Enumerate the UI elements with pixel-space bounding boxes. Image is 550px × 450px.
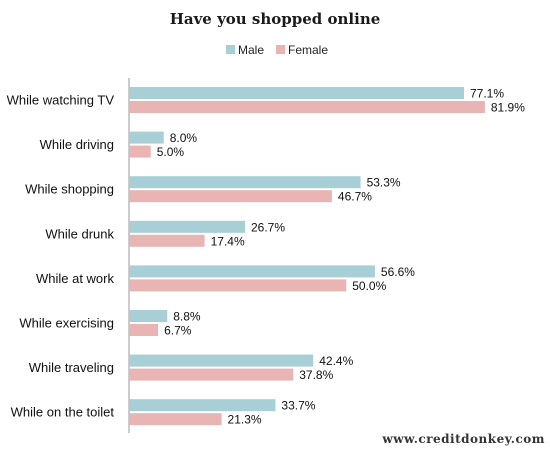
category-label: While driving — [40, 137, 114, 152]
category-label: While drunk — [45, 226, 114, 241]
bar-male — [129, 399, 276, 412]
value-label-female: 81.9% — [491, 101, 525, 115]
value-label-female: 46.7% — [338, 190, 372, 204]
bar-female — [129, 234, 205, 247]
value-label-female: 17.4% — [211, 234, 245, 248]
bar-male — [129, 220, 246, 233]
chart-title: Have you shopped online — [170, 10, 381, 28]
bar-female — [129, 145, 151, 158]
bar-female — [129, 101, 485, 113]
source-text: www.creditdonkey.com — [381, 432, 545, 446]
category-label: While watching TV — [7, 93, 115, 108]
bar-female — [129, 324, 159, 336]
legend: Male Female — [226, 43, 328, 57]
bar-male — [129, 131, 164, 144]
category-label: While exercising — [19, 316, 114, 331]
bar-male — [129, 265, 375, 278]
bar-male — [129, 176, 361, 189]
value-label-male: 42.4% — [319, 354, 353, 368]
legend-label-female: Female — [288, 43, 328, 57]
category-label: While traveling — [29, 360, 114, 375]
value-label-male: 8.8% — [173, 310, 201, 324]
value-label-female: 50.0% — [352, 279, 386, 293]
bar-female — [129, 190, 332, 203]
category-labels-group: While watching TV While driving While shop… — [7, 93, 115, 420]
bar-female — [129, 413, 222, 426]
bar-male — [129, 354, 314, 367]
bars-group — [129, 87, 485, 426]
bar-female — [129, 279, 347, 292]
legend-swatch-female — [276, 45, 285, 54]
value-label-male: 56.6% — [381, 265, 415, 279]
bar-male — [129, 310, 168, 322]
value-label-male: 33.7% — [281, 399, 315, 413]
category-label: While shopping — [25, 182, 114, 197]
value-label-male: 26.7% — [251, 220, 285, 234]
value-label-female: 5.0% — [157, 145, 185, 159]
legend-swatch-male — [226, 45, 235, 54]
value-labels-group: 77.1%81.9% 8.0%5.0% 53.3%46.7% 26.7% 17.4% 56… — [157, 87, 525, 427]
category-label: While at work — [36, 271, 115, 286]
value-label-male: 77.1% — [470, 87, 504, 101]
value-label-female: 6.7% — [164, 324, 192, 338]
bar-female — [129, 368, 294, 381]
value-label-male: 53.3% — [367, 176, 401, 190]
category-label: While on the toilet — [11, 405, 115, 420]
legend-label-male: Male — [238, 43, 264, 57]
value-label-female: 21.3% — [228, 413, 262, 427]
value-label-female: 37.8% — [299, 368, 333, 382]
bar-male — [129, 87, 464, 99]
value-label-male: 8.0% — [170, 131, 198, 145]
